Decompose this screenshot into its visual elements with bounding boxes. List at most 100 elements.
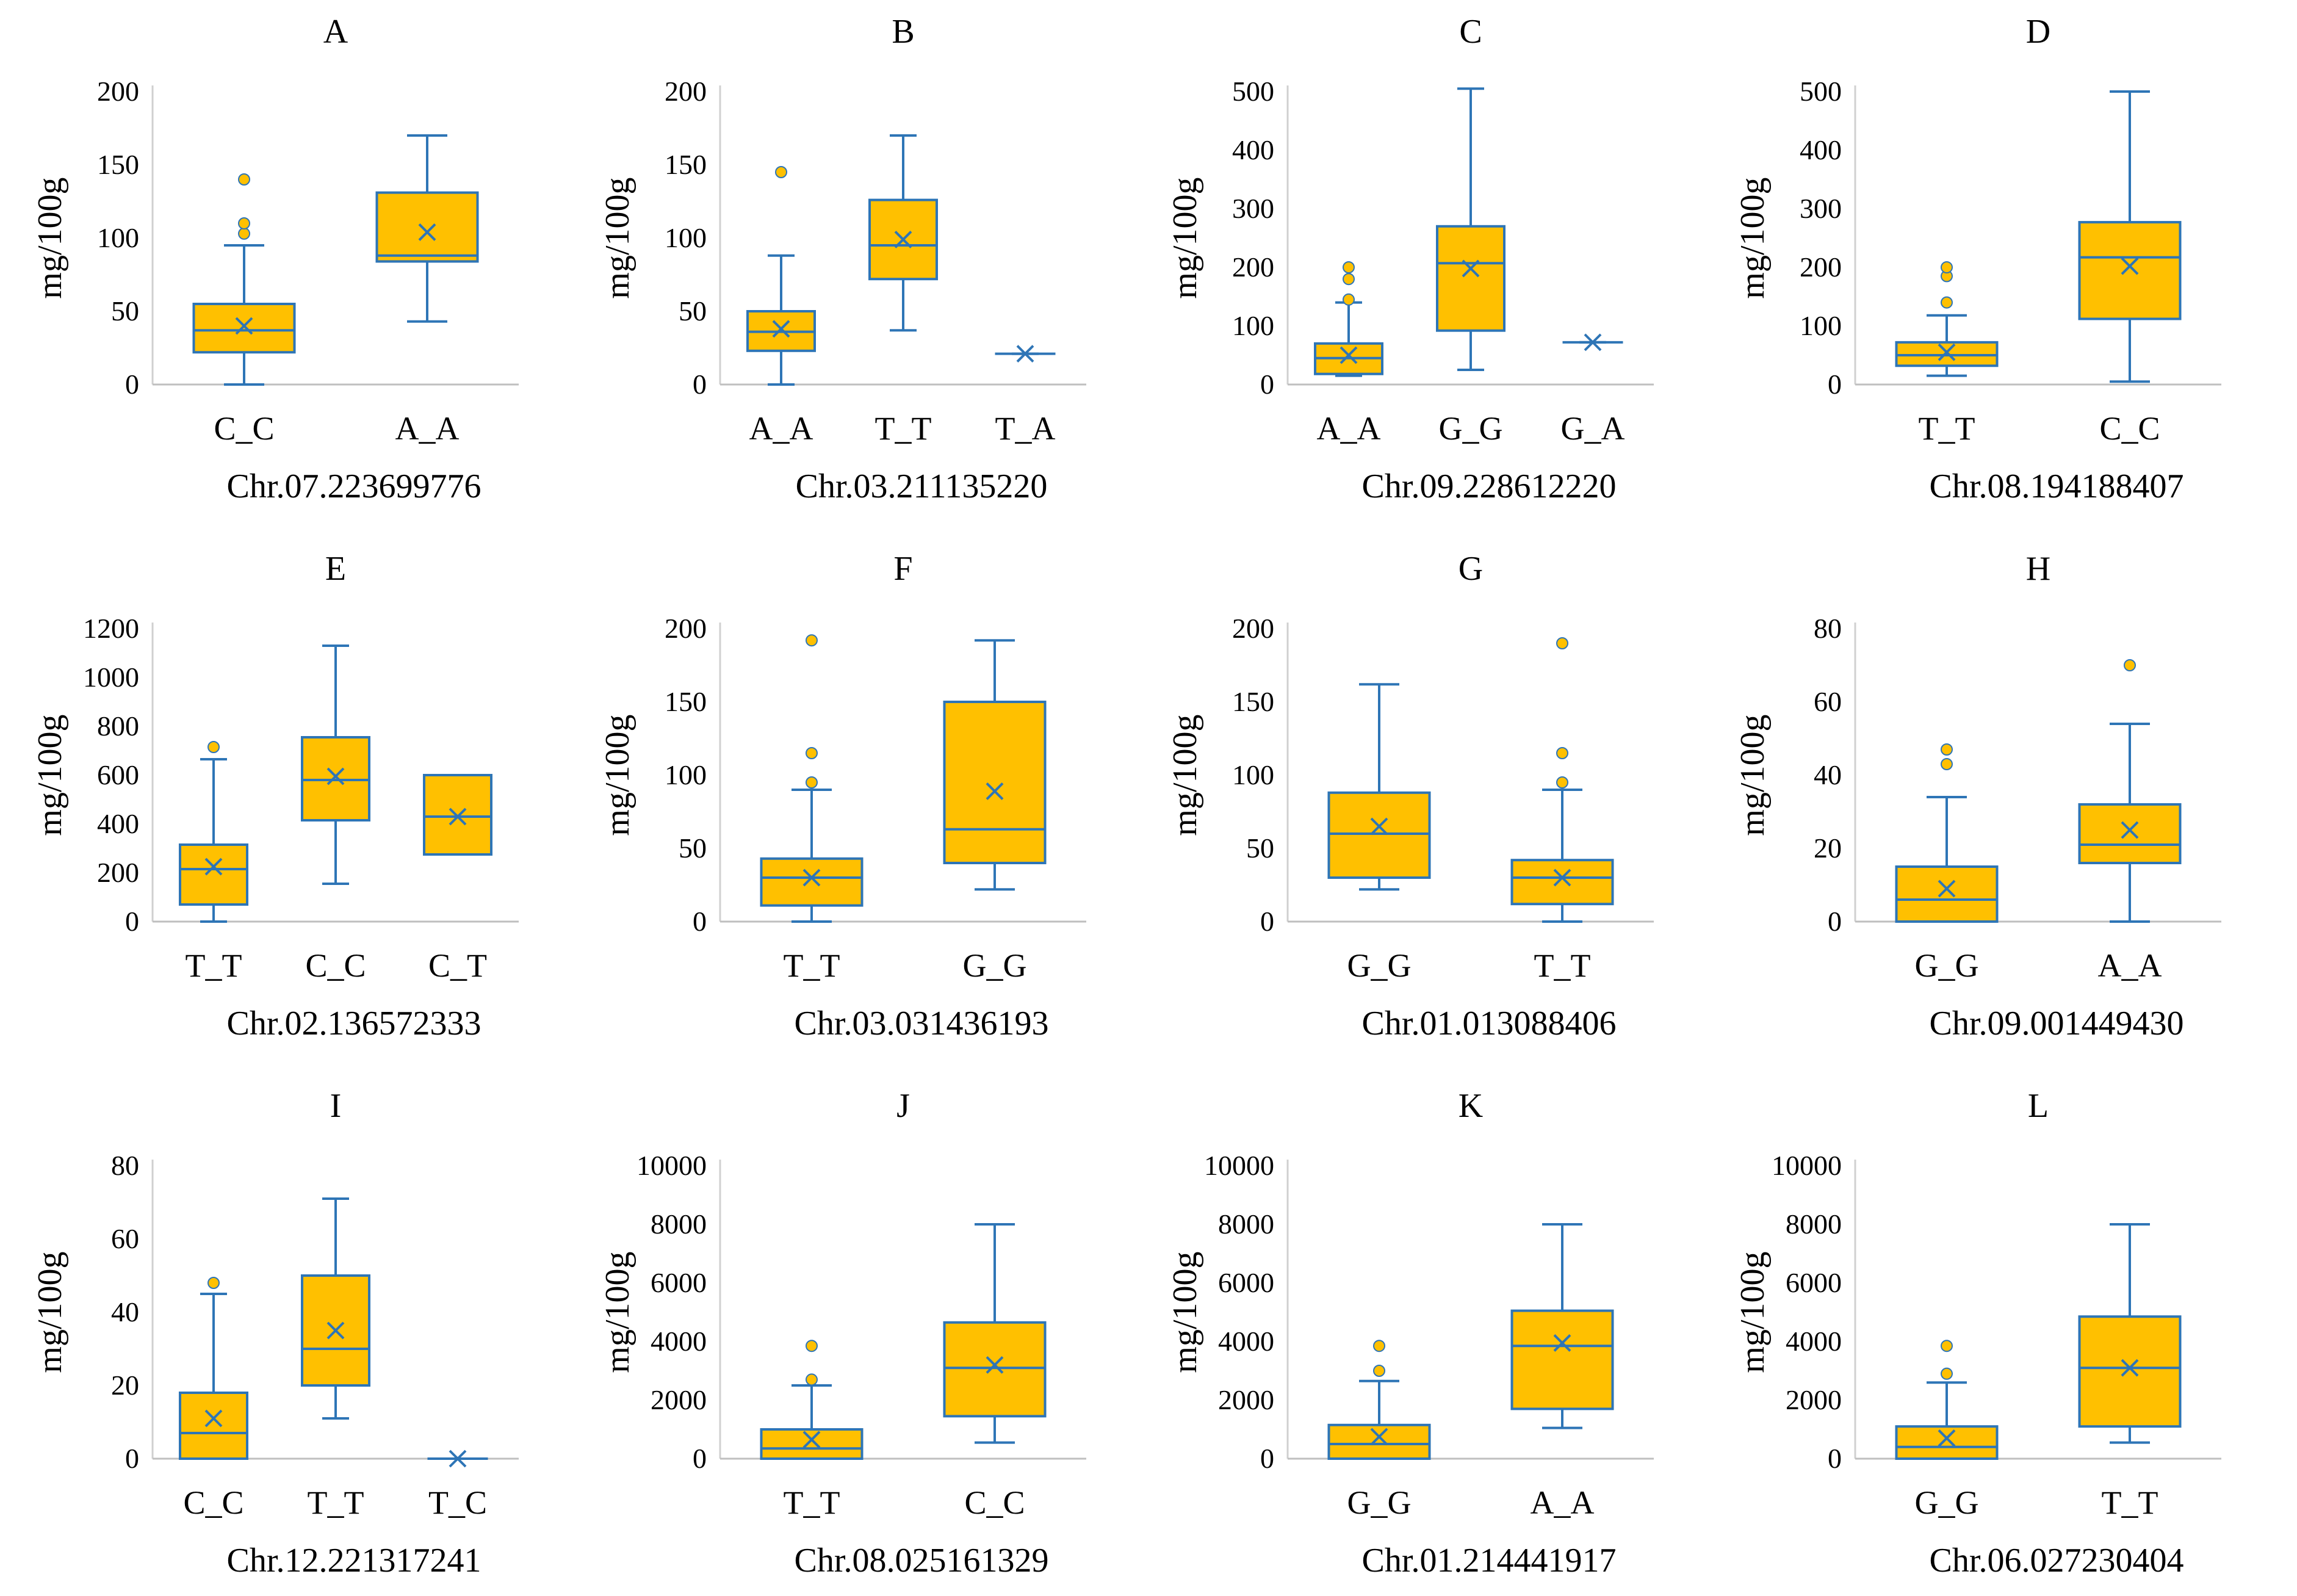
outlier-point: [1373, 1340, 1385, 1352]
mean-marker: [1553, 1334, 1571, 1352]
y-tick-label: 2000: [1218, 1384, 1274, 1415]
y-tick-label: 2000: [1786, 1384, 1842, 1415]
mean-marker: [1016, 345, 1034, 363]
outlier-point: [1941, 296, 1953, 309]
mean-marker: [1340, 346, 1358, 364]
y-axis-label: mg/100g: [599, 714, 636, 836]
mean-marker: [1553, 868, 1571, 887]
box-group-t-t: [2078, 1223, 2182, 1444]
mean-marker: [204, 1409, 223, 1428]
y-tick-label: 100: [97, 222, 139, 253]
y-tick-label: 200: [1232, 251, 1274, 283]
box-group-t-t: [760, 634, 864, 923]
x-category-label: G_G: [963, 947, 1027, 984]
chart-svg: Img/100g 0 20 40 60 80 C_C T_T T_C Chr.12.2213172…: [31, 1087, 519, 1580]
y-tick-label: 0: [125, 906, 139, 937]
y-tick-label: 4000: [651, 1326, 707, 1357]
x-category-label: T_C: [428, 1484, 487, 1521]
chart-title: E: [325, 550, 346, 588]
y-tick-label: 150: [97, 149, 139, 180]
mean-marker: [1462, 259, 1480, 278]
outlier-point: [238, 173, 250, 186]
y-tick-label: 50: [111, 295, 139, 327]
y-tick-label: 4000: [1218, 1326, 1274, 1357]
box-iqr: [1895, 1425, 1999, 1461]
x-category-label: G_G: [1915, 947, 1979, 984]
y-tick-label: 0: [1260, 906, 1274, 937]
x-axis-label: Chr.01.214441917: [1362, 1542, 1617, 1580]
x-axis-label: Chr.09.228612220: [1362, 468, 1617, 505]
y-axis-label: mg/100g: [1166, 1251, 1204, 1373]
box-iqr: [192, 303, 296, 354]
mean-marker: [1938, 879, 1956, 898]
y-tick-label: 150: [665, 686, 707, 717]
box-group-g-g: [1895, 1340, 1999, 1461]
box-group-a-a: [2078, 659, 2182, 923]
box-group-g-g: [1327, 683, 1431, 891]
y-tick-label: 300: [1232, 193, 1274, 224]
chart-title: A: [323, 13, 348, 51]
chart-svg: Jmg/100g 0 2000 4000 6000 8000 10000 T_T C_C Chr.…: [599, 1087, 1086, 1580]
box-group-t-t: [301, 1197, 370, 1420]
y-tick-label: 8000: [1786, 1208, 1842, 1240]
x-category-label: T_T: [784, 947, 840, 984]
x-category-label: G_G: [1347, 1484, 1412, 1521]
mean-marker: [802, 1431, 821, 1449]
y-tick-label: 60: [111, 1223, 139, 1254]
box-group-t-c: [427, 1450, 488, 1468]
x-category-label: C_C: [964, 1484, 1025, 1521]
x-axis-label: Chr.03.031436193: [795, 1005, 1049, 1042]
chart-svg: Fmg/100g 0 50 100 150 200 T_T G_G Chr.03.0314361…: [599, 550, 1086, 1042]
y-tick-label: 200: [97, 857, 139, 888]
y-tick-label: 40: [111, 1296, 139, 1327]
x-category-label: C_C: [183, 1484, 243, 1521]
outlier-point: [806, 1340, 818, 1352]
x-axis-label: Chr.08.025161329: [795, 1542, 1049, 1580]
outlier-point: [1941, 758, 1953, 770]
mean-marker: [326, 767, 345, 785]
x-category-label: T_T: [1919, 410, 1975, 447]
y-tick-label: 0: [1828, 369, 1842, 400]
chart-title: H: [2026, 550, 2050, 588]
mean-marker: [1370, 1428, 1388, 1446]
box-group-c-c: [943, 1223, 1047, 1444]
x-axis-label: Chr.03.211135220: [796, 468, 1048, 505]
x-category-label: G_A: [1561, 410, 1625, 447]
y-tick-label: 80: [111, 1150, 139, 1181]
box-group-t-t: [1895, 261, 1999, 377]
chart-svg: Hmg/100g 0 20 40 60 80 G_G A_A Chr.09.001449430: [1734, 550, 2221, 1042]
y-tick-label: 0: [1828, 1443, 1842, 1474]
x-category-label: T_T: [186, 947, 242, 984]
y-tick-label: 100: [1232, 759, 1274, 790]
mean-marker: [1938, 1429, 1956, 1447]
y-tick-label: 150: [665, 149, 707, 180]
y-tick-label: 0: [1260, 369, 1274, 400]
chart-svg: Dmg/100g 0 100 200 300 400 500 T_T C_C Chr.08.194…: [1734, 13, 2221, 505]
y-axis-label: mg/100g: [1734, 177, 1772, 298]
y-tick-label: 2000: [651, 1384, 707, 1415]
chart-title: G: [1459, 550, 1483, 588]
box-iqr: [179, 1392, 248, 1460]
y-tick-label: 300: [1800, 193, 1842, 224]
y-tick-label: 100: [1232, 310, 1274, 341]
chart-svg: Amg/100g 0 50 100 150 200 C_C A_A Chr.07.2236997…: [31, 13, 519, 505]
outlier-point: [1556, 776, 1568, 789]
y-axis-label: mg/100g: [1166, 177, 1204, 298]
box-group-a-a: [1510, 1223, 1614, 1429]
y-axis-label: mg/100g: [1734, 1251, 1772, 1373]
y-tick-label: 20: [1814, 832, 1842, 864]
box-iqr: [760, 857, 864, 907]
mean-marker: [1370, 817, 1388, 836]
y-tick-label: 10000: [1204, 1150, 1274, 1181]
y-tick-label: 100: [1800, 310, 1842, 341]
y-tick-label: 0: [1260, 1443, 1274, 1474]
y-tick-label: 1000: [83, 662, 139, 693]
mean-marker: [2121, 257, 2139, 275]
y-tick-label: 50: [679, 832, 707, 864]
y-tick-label: 4000: [1786, 1326, 1842, 1357]
chart-svg: Lmg/100g 0 2000 4000 6000 8000 10000 G_G T_T Chr.…: [1734, 1087, 2221, 1580]
